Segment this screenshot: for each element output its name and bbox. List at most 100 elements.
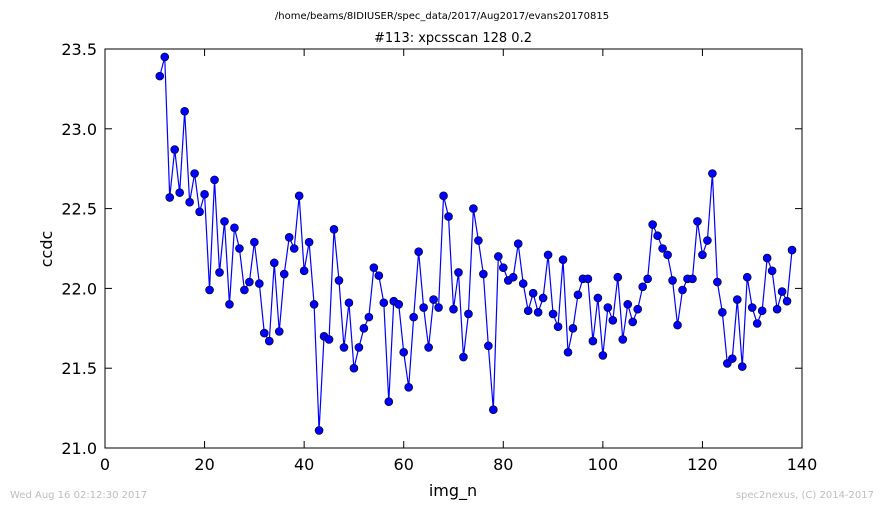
data-point (658, 244, 667, 253)
data-point (255, 279, 264, 288)
data-point (414, 247, 423, 256)
data-point (419, 303, 428, 312)
data-point (215, 268, 224, 277)
data-point (359, 323, 369, 333)
x-axis-label: img_n (429, 481, 477, 501)
data-point (284, 233, 294, 242)
data-point (573, 290, 583, 300)
data-point (180, 106, 189, 116)
data-point (399, 347, 409, 357)
data-point (344, 298, 354, 308)
data-point (304, 237, 314, 247)
data-point (464, 309, 473, 319)
data-point (459, 352, 468, 362)
data-point (155, 71, 165, 81)
data-point (225, 300, 234, 309)
data-point (264, 336, 274, 346)
data-point (250, 237, 259, 247)
data-point (752, 319, 762, 328)
data-point (613, 272, 623, 282)
data-point (767, 266, 777, 276)
data-point (444, 212, 453, 221)
data-point (498, 263, 508, 272)
x-tick-label: 60 (394, 455, 414, 474)
data-point (235, 244, 244, 253)
data-point (563, 347, 573, 357)
data-point (762, 253, 772, 263)
footer-timestamp: Wed Aug 16 02:12:30 2017 (10, 490, 147, 501)
data-point (364, 312, 374, 322)
x-tick-label: 140 (787, 455, 818, 474)
data-point (703, 236, 712, 245)
data-point (274, 327, 284, 336)
data-point (409, 312, 418, 322)
x-tick-label: 80 (493, 455, 513, 474)
data-point (379, 298, 389, 308)
data-point (369, 263, 379, 272)
data-point (678, 285, 687, 295)
data-point (489, 405, 498, 415)
data-point (708, 169, 717, 178)
data-point (568, 323, 578, 333)
footer-credit: spec2nexus, (C) 2014-2017 (736, 490, 874, 501)
data-point (523, 306, 533, 316)
data-point (598, 351, 608, 360)
data-point (245, 277, 254, 287)
data-point (175, 188, 184, 197)
data-point (384, 397, 394, 407)
x-tick-label: 0 (100, 455, 110, 474)
data-point (434, 303, 443, 312)
data-point (782, 296, 792, 306)
data-point (339, 343, 349, 352)
data-point (628, 317, 638, 327)
data-point (374, 271, 384, 280)
data-point (718, 308, 727, 317)
file-path-supertitle: /home/beams/8IDIUSER/spec_data/2017/Aug2… (275, 11, 609, 22)
data-point (269, 258, 279, 268)
data-point (429, 295, 438, 304)
data-point (190, 169, 199, 178)
data-point (439, 191, 448, 201)
series-layer (155, 52, 797, 435)
data-point (165, 193, 175, 202)
data-point (548, 309, 558, 319)
data-point (354, 343, 364, 352)
x-tick-label: 20 (194, 455, 214, 474)
data-point (289, 244, 299, 253)
data-point (663, 250, 672, 260)
data-point (538, 293, 548, 303)
data-point (673, 320, 682, 330)
x-tick-label: 40 (294, 455, 314, 474)
data-point (394, 300, 404, 309)
data-point (588, 336, 598, 346)
data-point (484, 341, 493, 351)
data-point (608, 316, 618, 325)
data-point (603, 303, 613, 312)
data-point (618, 335, 628, 344)
y-tick-label: 23.0 (61, 120, 97, 139)
data-point (747, 303, 757, 312)
x-tick-label: 100 (588, 455, 619, 474)
data-point (643, 274, 652, 284)
data-point (404, 383, 413, 392)
data-point (623, 300, 633, 309)
y-tick-label: 23.5 (61, 40, 97, 59)
data-point (693, 217, 702, 226)
data-point (528, 288, 538, 298)
data-point (742, 272, 752, 282)
data-point (787, 245, 797, 255)
x-tick-label: 120 (687, 455, 718, 474)
data-point (230, 223, 239, 233)
data-point (732, 295, 742, 304)
data-point (713, 277, 722, 287)
data-point (220, 217, 229, 226)
data-point (777, 287, 787, 296)
data-point (170, 145, 179, 154)
data-point (474, 236, 483, 245)
data-point (424, 343, 433, 352)
data-point (205, 285, 214, 295)
data-point (469, 204, 478, 213)
y-tick-label: 22.0 (61, 279, 97, 298)
data-point (210, 175, 219, 185)
y-tick-label: 22.5 (61, 200, 97, 219)
